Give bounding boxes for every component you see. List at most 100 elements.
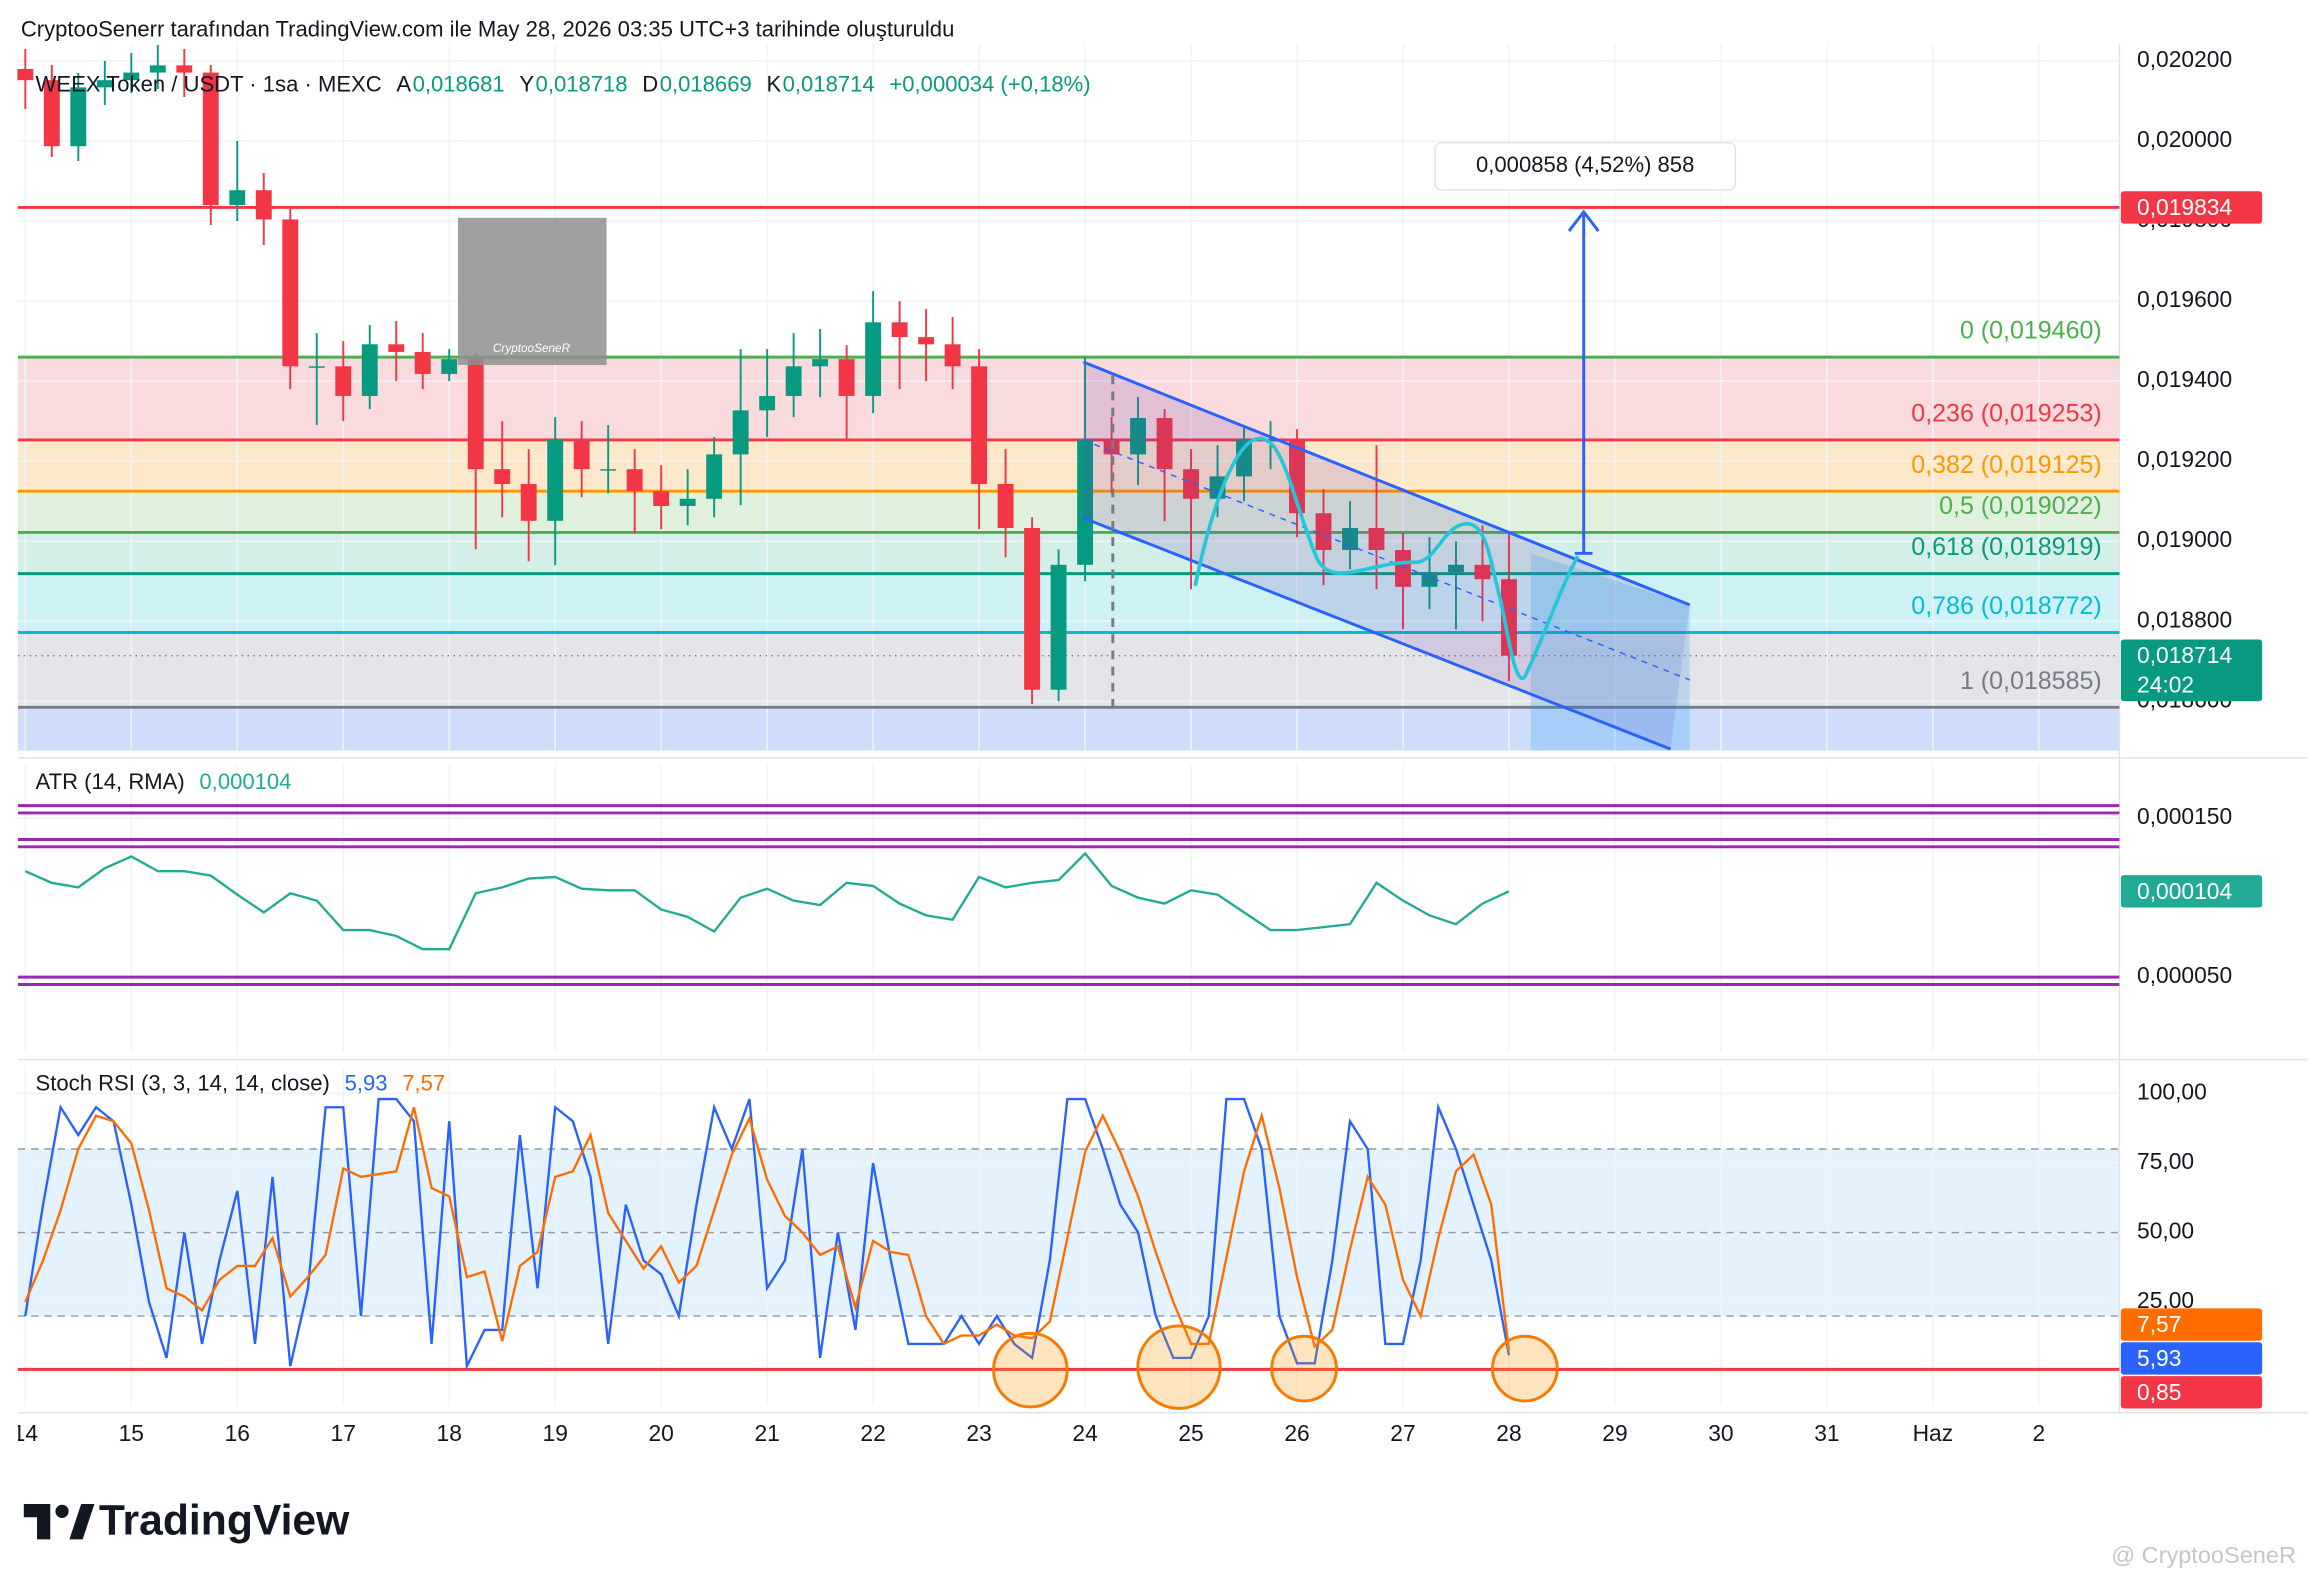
candle-body [1368, 528, 1385, 551]
x-tick-label: 18 [437, 1420, 462, 1446]
candle-body [865, 322, 882, 396]
header-item: 7,57 [402, 1070, 445, 1095]
fib-label: 0,786 (0,018772) [1911, 592, 2101, 620]
price-label: 7,57 [2137, 1311, 2181, 1337]
x-tick-label: 26 [1284, 1420, 1309, 1446]
candle-body [149, 65, 166, 73]
x-tick-label: 23 [966, 1420, 991, 1446]
candle-body [229, 190, 246, 206]
header-item: A [396, 71, 411, 96]
watermark: @ CryptooSeneR [2111, 1542, 2296, 1568]
series-line [24, 1097, 1511, 1371]
x-tick-label: 15 [119, 1420, 144, 1446]
arrow-head [1567, 209, 1600, 232]
header-item: +0,000034 (+0,18%) [889, 71, 1090, 96]
y-tick-label: 0,020200 [2137, 46, 2232, 72]
drawings: CryptooSeneR 0,000858 (4,52%) 858 [457, 142, 1737, 1410]
fib-label: 0,382 (0,019125) [1911, 451, 2101, 479]
x-tick-label: Haz [1913, 1420, 1954, 1446]
candle-body [1183, 469, 1199, 499]
candle-body [679, 498, 696, 506]
fib-zone [17, 573, 2120, 633]
candle-body [388, 344, 405, 352]
pane-header: Stoch RSI (3, 3, 14, 14, close) 5,93 7,57 [36, 1070, 446, 1095]
candle-body [918, 337, 935, 345]
candle-body [17, 68, 34, 81]
highlight [1270, 1334, 1338, 1403]
channel-upper [1082, 360, 1691, 607]
candle-body [1130, 417, 1147, 455]
header-item: 0,000104 [199, 769, 291, 794]
candle-body [1156, 417, 1173, 470]
price-label-box [2120, 875, 2263, 908]
fib-label: 0 (0,019460) [1960, 317, 2102, 345]
pane-header: WEEX Token / USDT · 1sa · MEXC A0,018681 Y… [36, 71, 1091, 96]
candle-body [335, 366, 352, 396]
candle-body [414, 351, 431, 374]
fib-zone [17, 491, 2120, 533]
candle-body [123, 72, 140, 81]
candle-body [202, 72, 219, 206]
fib-zone [17, 707, 2120, 751]
price-label: 0,000104 [2137, 878, 2232, 904]
highlight [1136, 1324, 1222, 1410]
candle-body [255, 190, 272, 220]
x-tick-label: 2 [2033, 1420, 2046, 1446]
candle-body [361, 344, 378, 396]
candle-body [1448, 564, 1464, 573]
candle-body [494, 469, 511, 484]
fib-label: 0,5 (0,019022) [1939, 492, 2102, 520]
price-label-box [2120, 1342, 2263, 1375]
y-tick-label: 0,000150 [2137, 803, 2232, 829]
measure-label: 0,000858 (4,52%) 858 [1476, 152, 1694, 177]
candle-body [706, 454, 723, 499]
fib-zone [17, 357, 2120, 440]
avatar [457, 217, 607, 365]
x-tick-label: 30 [1708, 1420, 1733, 1446]
candle-body [838, 359, 855, 396]
y-tick-label: 0,020000 [2137, 126, 2232, 152]
x-tick-label: 17 [331, 1420, 356, 1446]
channel-lower [1082, 516, 1672, 751]
fib-zone [17, 632, 2120, 708]
y-tick-label: 100,00 [2137, 1078, 2207, 1104]
header-item: 0,018714 [783, 71, 875, 96]
candle-body [812, 359, 829, 367]
measure-box [1434, 142, 1737, 191]
candle-body [1050, 564, 1067, 690]
fib-label: 0,236 (0,019253) [1911, 400, 2101, 428]
avatar-caption: CryptooSeneR [493, 342, 571, 355]
candle-body [600, 469, 617, 471]
labels: 0 (0,019460) 0,236 (0,019253) 0,382 (0,019… [36, 71, 2263, 1409]
price-label: 0,018714 [2137, 642, 2232, 668]
price-label: 5,93 [2137, 1345, 2181, 1371]
logo: TradingView [23, 1496, 350, 1544]
y-tick-label: 0,019200 [2137, 446, 2232, 472]
x-tick-label: 16 [225, 1420, 250, 1446]
candle-body [1501, 579, 1517, 656]
channel-mid [1083, 439, 1690, 681]
candle-body [70, 87, 87, 147]
candle-body [997, 483, 1014, 529]
header-item: D [642, 71, 658, 96]
highlight [1491, 1334, 1559, 1403]
x-tick-label: 31 [1814, 1420, 1839, 1446]
header-item: 0,018681 [413, 71, 505, 96]
candle-body [573, 439, 590, 470]
fib-zone [17, 439, 2120, 492]
candle-body [176, 65, 193, 73]
price-label: 24:02 [2137, 672, 2194, 698]
fib-label: 0,618 (0,018919) [1911, 533, 2101, 561]
x-tick-label: 24 [1072, 1420, 1098, 1446]
x-tick-label: 28 [1496, 1420, 1521, 1446]
pane-header: ATR (14, RMA) 0,000104 [36, 769, 292, 794]
x-tick-label: 27 [1390, 1420, 1415, 1446]
logo-mark [55, 1504, 69, 1518]
header-item: K [766, 71, 781, 96]
highlight [992, 1331, 1069, 1409]
series-line [24, 851, 1510, 951]
candle-body [759, 395, 776, 411]
price-label: 0,019834 [2137, 194, 2232, 220]
projection-zone [1530, 553, 1690, 751]
marks [17, 44, 1517, 1371]
